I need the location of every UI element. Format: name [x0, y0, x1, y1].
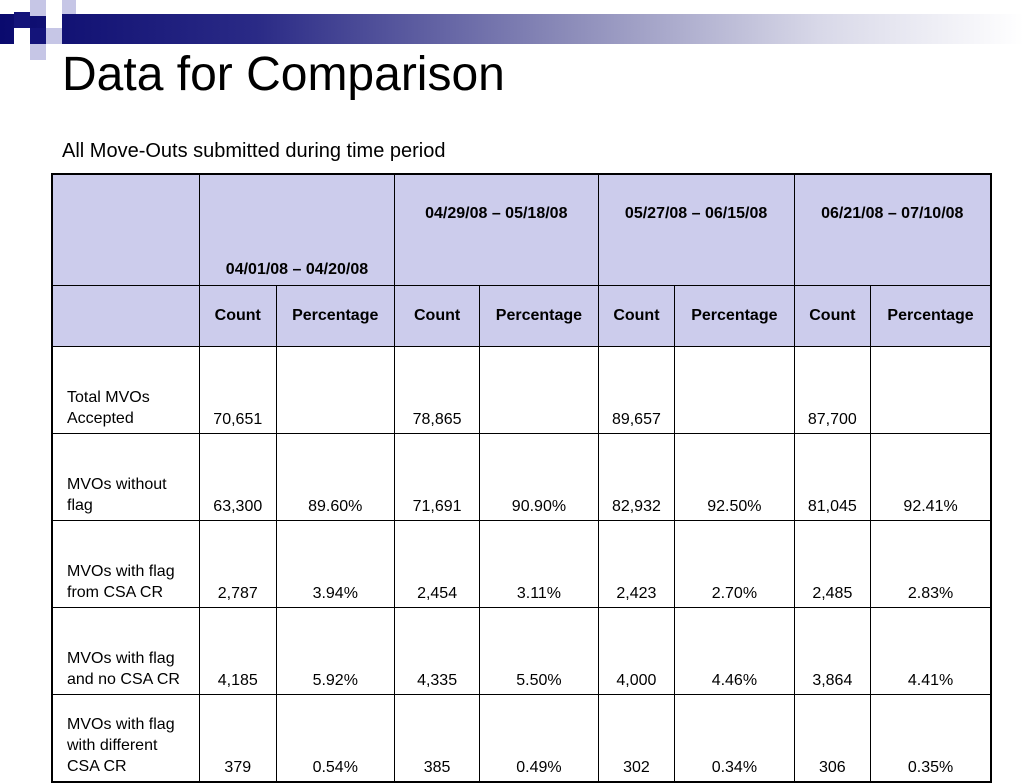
table-cell: 2.83%: [870, 520, 992, 608]
comparison-table: 04/01/08 – 04/20/08 04/29/08 – 05/18/08 …: [51, 173, 992, 783]
table-cell: 4,000: [597, 607, 676, 695]
decorative-square: [14, 12, 30, 28]
column-header: Count: [199, 285, 277, 347]
table-cell: 4,335: [393, 607, 481, 695]
row-label: MVOs with flag with different CSA CR: [51, 694, 200, 783]
table-row: MVOs with flag from CSA CR 2,787 3.94% 2…: [51, 520, 992, 608]
table-row: MVOs with flag with different CSA CR 379…: [51, 694, 992, 783]
table-cell: 3.11%: [479, 520, 599, 608]
table-cell: 0.54%: [275, 694, 395, 783]
column-header: Percentage: [275, 285, 395, 347]
table-cell: 71,691: [393, 433, 481, 521]
table-cell: 2.70%: [674, 520, 795, 608]
decorative-square: [30, 0, 46, 16]
decorative-square: [46, 28, 62, 44]
table-cell: 2,787: [199, 520, 277, 608]
table-cell: 89,657: [597, 346, 676, 434]
table-cell: 82,932: [597, 433, 676, 521]
column-header: Count: [793, 285, 872, 347]
table-cell: 4.41%: [870, 607, 992, 695]
row-label: MVOs without flag: [51, 433, 200, 521]
table-cell: 90.90%: [479, 433, 599, 521]
row-label: Total MVOs Accepted: [51, 346, 200, 434]
column-header: Percentage: [674, 285, 795, 347]
table-row: Total MVOs Accepted 70,651 78,865 89,657…: [51, 346, 992, 434]
table-cell: 81,045: [793, 433, 872, 521]
decorative-square: [14, 28, 30, 44]
table-cell: 4,185: [199, 607, 277, 695]
table-cell: [674, 346, 795, 434]
table-cell: 379: [199, 694, 277, 783]
period-header: 04/29/08 – 05/18/08: [393, 173, 599, 286]
table-cell: 306: [793, 694, 872, 783]
table-cell: 5.50%: [479, 607, 599, 695]
table-cell: 2,454: [393, 520, 481, 608]
table-cell: 302: [597, 694, 676, 783]
period-header: 06/21/08 – 07/10/08: [793, 173, 992, 286]
table-cell: 0.34%: [674, 694, 795, 783]
decorative-square: [30, 28, 46, 44]
table-cell: [275, 346, 395, 434]
slide-subtitle: All Move-Outs submitted during time peri…: [62, 140, 446, 162]
table-cell: 2,423: [597, 520, 676, 608]
table-cell: 385: [393, 694, 481, 783]
table-cell: 70,651: [199, 346, 277, 434]
table-cell: 87,700: [793, 346, 872, 434]
decorative-square: [46, 12, 62, 28]
table-row: MVOs with flag and no CSA CR 4,185 5.92%…: [51, 607, 992, 695]
table-cell: 92.50%: [674, 433, 795, 521]
table-cell: 4.46%: [674, 607, 795, 695]
table-cell: 89.60%: [275, 433, 395, 521]
slide-title: Data for Comparison: [62, 48, 505, 101]
table-cell: 78,865: [393, 346, 481, 434]
column-header: Count: [393, 285, 481, 347]
table-cell: 3,864: [793, 607, 872, 695]
table-cell: 5.92%: [275, 607, 395, 695]
table-cell: 2,485: [793, 520, 872, 608]
column-header: Count: [597, 285, 676, 347]
table-cell: [479, 346, 599, 434]
table-cell: 0.49%: [479, 694, 599, 783]
decorative-square: [62, 0, 76, 14]
period-header-row: 04/01/08 – 04/20/08 04/29/08 – 05/18/08 …: [51, 173, 992, 286]
column-header-row: Count Percentage Count Percentage Count …: [51, 285, 992, 347]
decorative-square: [30, 44, 46, 60]
column-header: Percentage: [479, 285, 599, 347]
header-corner-cell: [51, 285, 200, 347]
row-label: MVOs with flag and no CSA CR: [51, 607, 200, 695]
header-corner-cell: [51, 173, 200, 286]
table-cell: 92.41%: [870, 433, 992, 521]
table-row: MVOs without flag 63,300 89.60% 71,691 9…: [51, 433, 992, 521]
row-label: MVOs with flag from CSA CR: [51, 520, 200, 608]
table-cell: 0.35%: [870, 694, 992, 783]
period-header: 05/27/08 – 06/15/08: [597, 173, 795, 286]
column-header: Percentage: [870, 285, 992, 347]
table-cell: [870, 346, 992, 434]
title-banner: [0, 14, 1024, 44]
period-header: 04/01/08 – 04/20/08: [199, 173, 395, 286]
table-cell: 63,300: [199, 433, 277, 521]
table-cell: 3.94%: [275, 520, 395, 608]
